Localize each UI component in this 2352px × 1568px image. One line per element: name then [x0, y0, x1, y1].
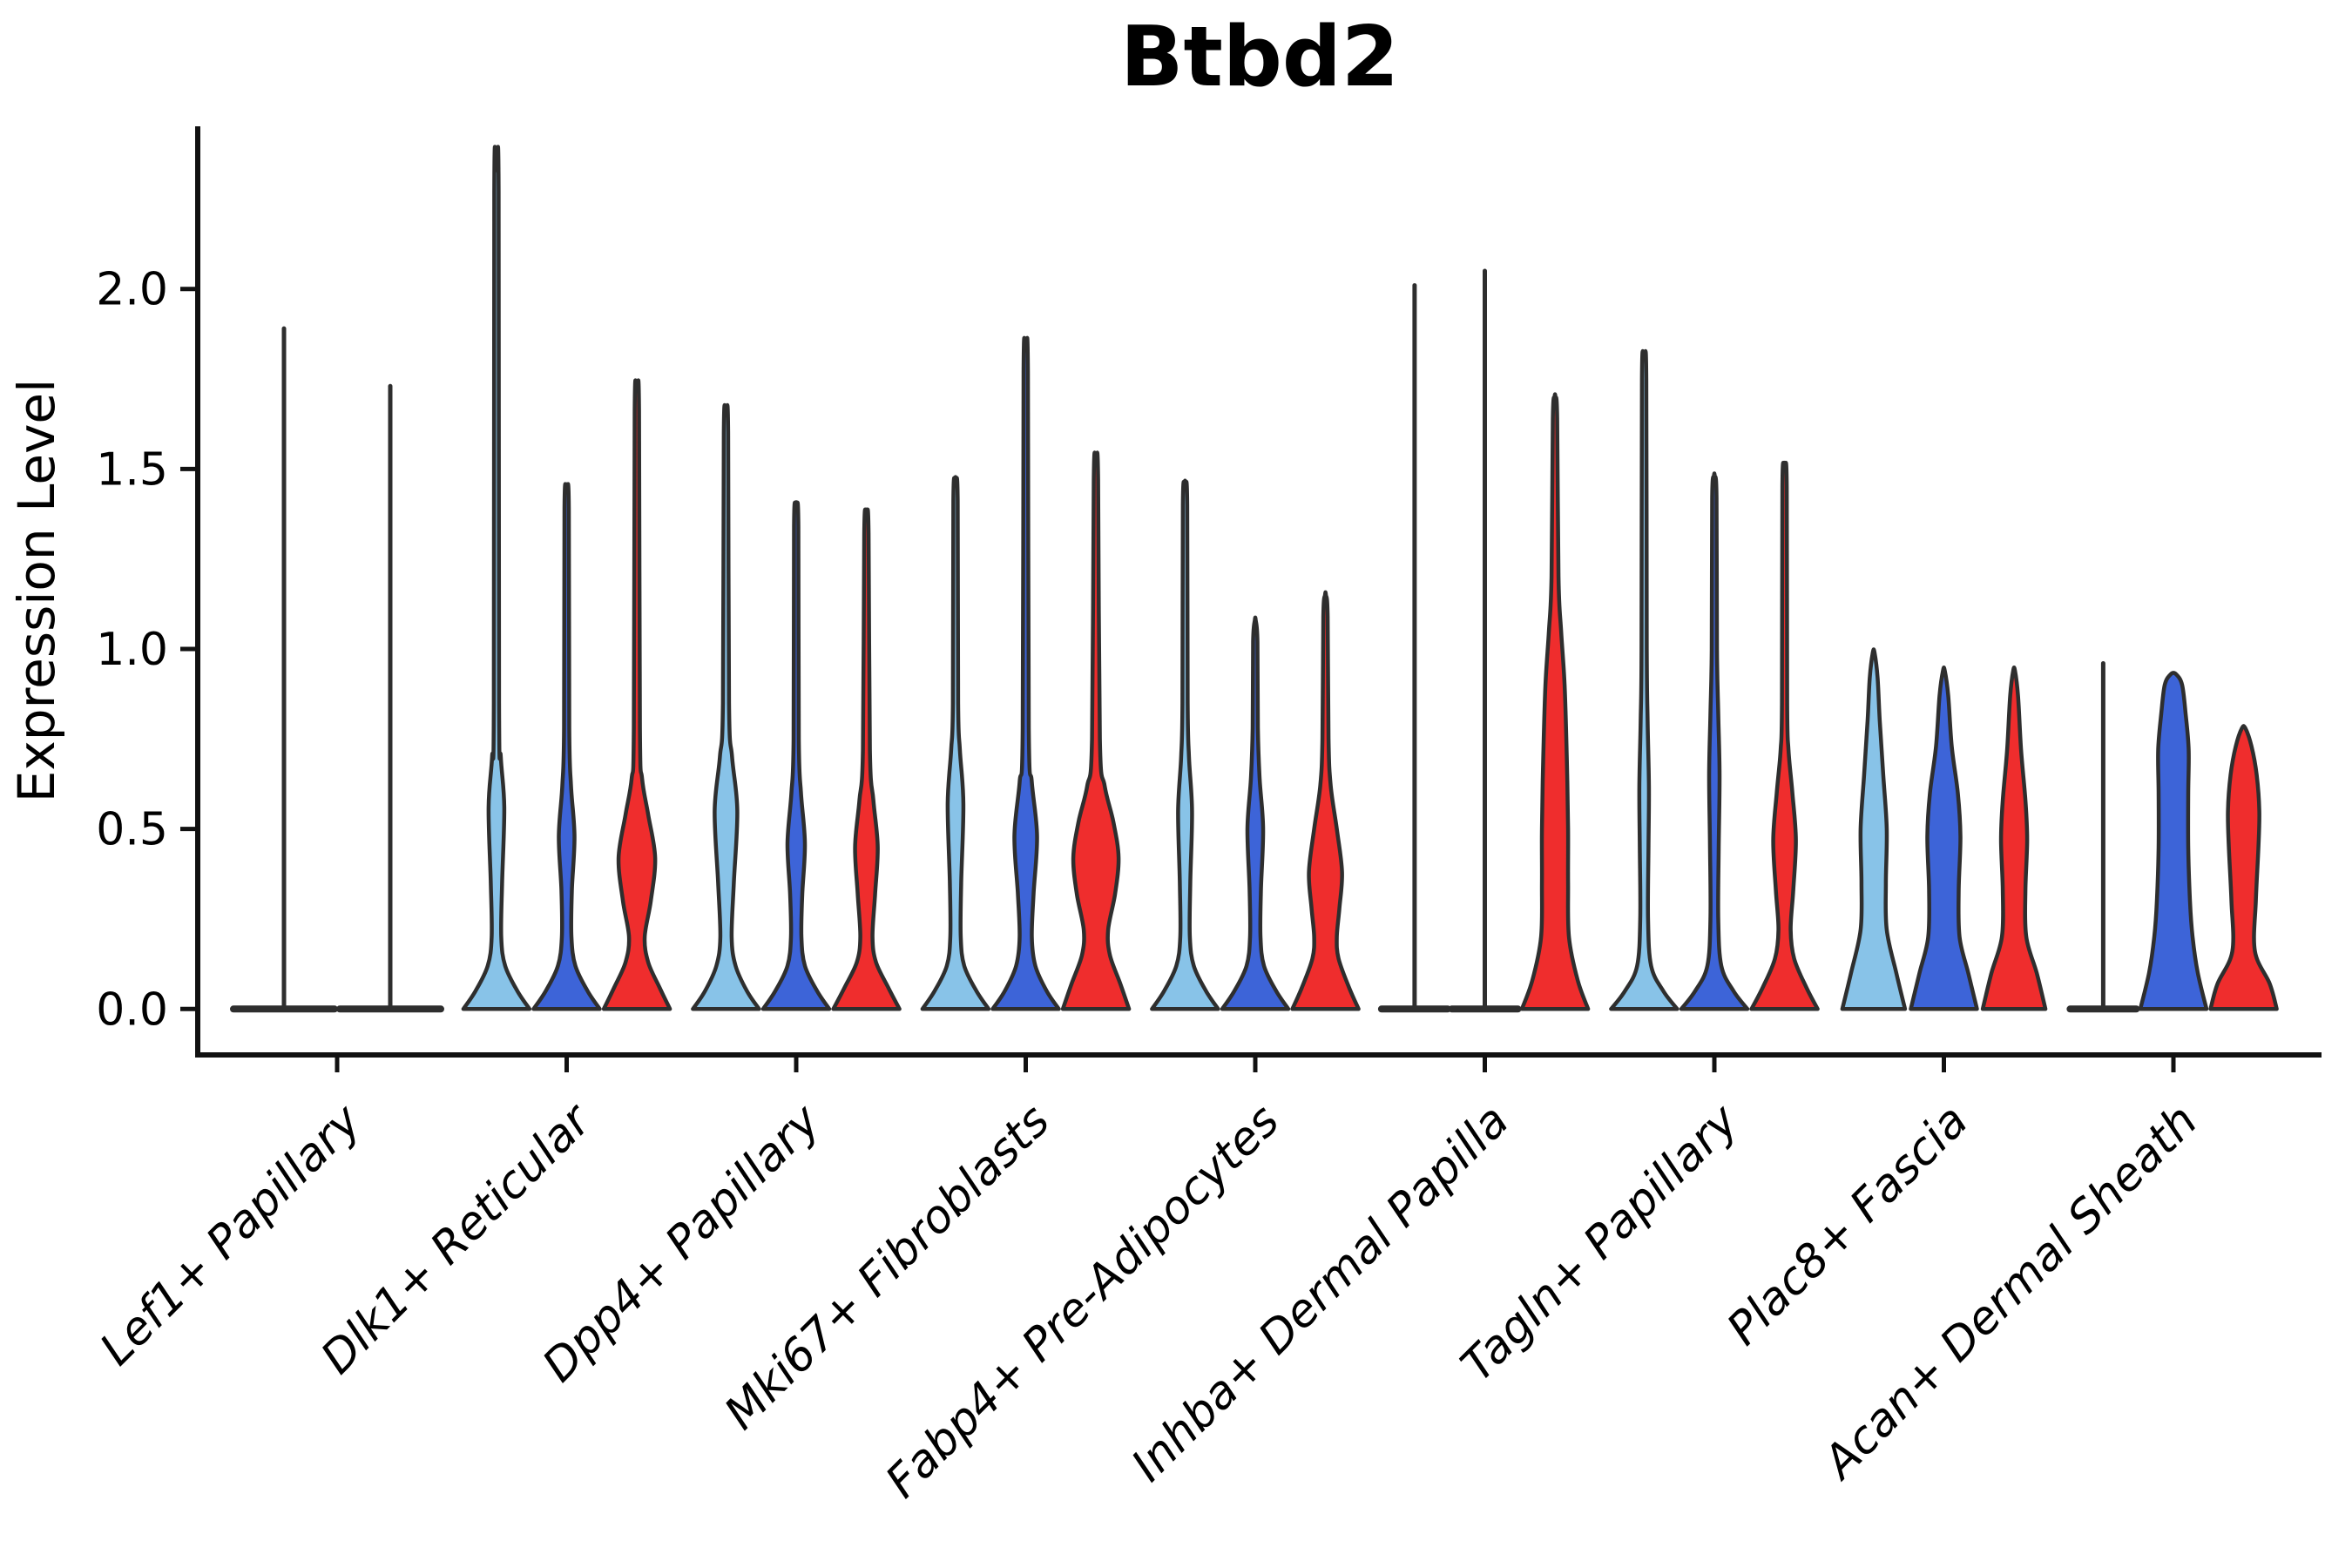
violin	[760, 500, 832, 1011]
violin	[1749, 460, 1820, 1011]
violin	[1609, 348, 1680, 1011]
violin	[1909, 665, 1979, 1011]
y-tick-label: 0.5	[96, 804, 168, 856]
violin	[2208, 724, 2279, 1011]
y-tick-label: 2.0	[96, 264, 168, 316]
y-tick-label: 1.5	[96, 443, 168, 496]
violin	[1519, 392, 1591, 1011]
y-tick-labels: 0.0 0.5 1.0 1.5 2.0	[96, 264, 168, 1037]
chart-title: Btbd2	[1120, 10, 1399, 105]
x-tick-label: Acan+ Dermal Sheath	[1812, 1095, 2207, 1490]
violin	[461, 145, 532, 1011]
x-tick-label: Fabp4+ Pre-Adipocytes	[876, 1095, 1290, 1509]
violin	[831, 507, 902, 1011]
violin	[1220, 615, 1291, 1011]
violin	[1980, 665, 2048, 1011]
violin	[1840, 647, 1908, 1011]
x-tick-label: Plac8+ Fascia	[1717, 1095, 1977, 1355]
violin	[691, 402, 761, 1011]
x-tick-label: Inhba+ Dermal Papilla	[1122, 1095, 1519, 1492]
violin	[1150, 478, 1220, 1011]
violin	[601, 378, 672, 1011]
axes-spines	[195, 126, 2322, 1058]
y-axis-label: Expression Level	[7, 379, 66, 802]
violin	[1679, 471, 1750, 1011]
violin	[920, 475, 991, 1011]
violins-layer	[230, 145, 2279, 1013]
axes	[180, 126, 2322, 1072]
y-tick-label: 0.0	[96, 983, 168, 1036]
violin	[990, 335, 1061, 1011]
violin	[531, 482, 602, 1011]
violin	[1290, 590, 1361, 1011]
violin	[1060, 450, 1132, 1011]
violin	[2138, 671, 2209, 1011]
y-tick-label: 1.0	[96, 624, 168, 676]
